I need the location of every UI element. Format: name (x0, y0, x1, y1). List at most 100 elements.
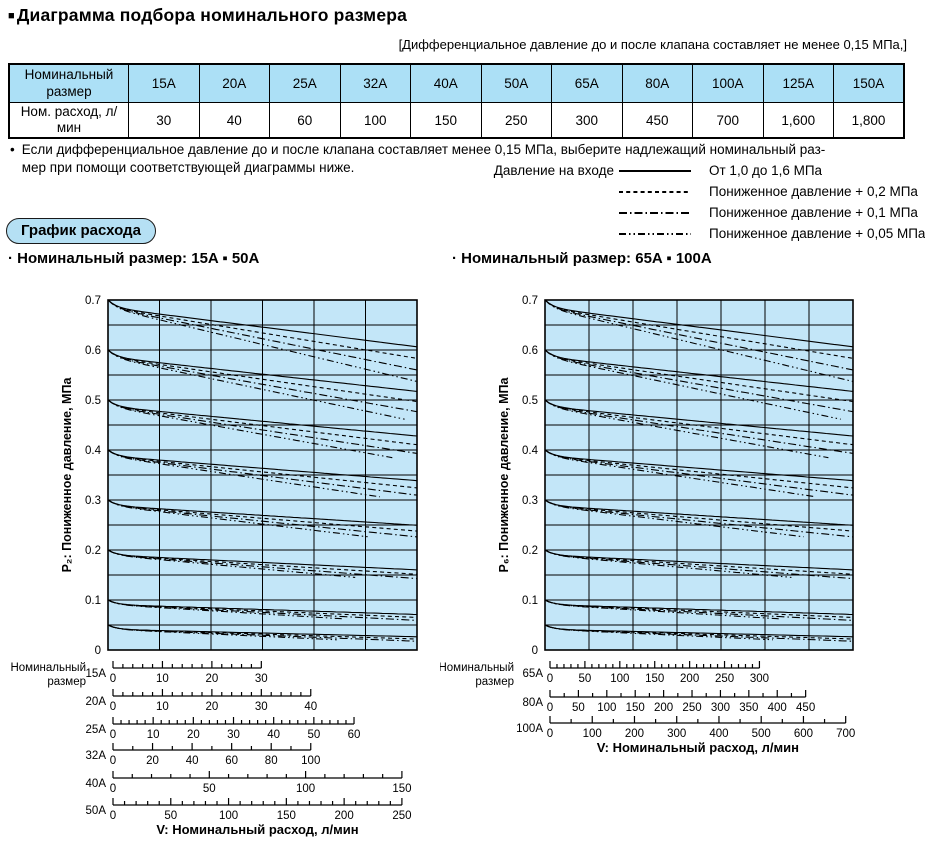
curve-dashed-p0.4 (107, 449, 418, 489)
svg-text:0: 0 (110, 810, 116, 822)
flow-value-cell: 300 (551, 102, 623, 139)
bullet-note-text: Если дифференциальное давление до и посл… (22, 141, 826, 177)
curve-dashdotdot-p0.3 (544, 499, 804, 538)
curve-solid-p0.4 (107, 449, 418, 482)
flow-value-cell: 1,600 (762, 102, 834, 139)
x-axis-label: V: Номинальный расход, л/мин (597, 740, 799, 755)
flow-value-cell: 1,800 (833, 102, 905, 139)
sizes-axis-label: Номинальный (10, 662, 86, 674)
scale-size-label: 50A (86, 805, 107, 817)
svg-text:100: 100 (219, 810, 238, 822)
svg-text:250: 250 (392, 810, 411, 822)
size-header-cell: 15A (128, 63, 200, 103)
svg-text:0: 0 (110, 673, 116, 685)
x-axis-label: V: Номинальный расход, л/мин (156, 822, 358, 837)
svg-text:0: 0 (95, 645, 101, 657)
svg-text:100: 100 (610, 673, 629, 685)
svg-text:50: 50 (307, 729, 320, 741)
curve-solid-p0.6 (544, 349, 854, 392)
curve-dashdotdot-p0.5 (107, 399, 393, 459)
bullet-note-line: мер при помощи соответствующей диаграммы… (21, 160, 355, 175)
title-square-icon: ■ (8, 10, 15, 22)
curve-dashdot-p0.4 (107, 449, 418, 496)
curve-solid-p0.3 (544, 499, 854, 526)
svg-text:400: 400 (709, 728, 728, 740)
curve-solid-p0.3 (107, 499, 418, 526)
svg-text:50: 50 (203, 783, 216, 795)
curve-dashed-p0.2 (107, 549, 418, 575)
svg-text:40: 40 (186, 755, 199, 767)
curve-dashdotdot-p0.6 (544, 349, 841, 420)
curve-dashdot-p0.2 (544, 549, 854, 580)
legend-label: Пониженное давление + 0,1 МПа (709, 205, 918, 220)
svg-text:0.5: 0.5 (85, 395, 101, 407)
svg-text:0: 0 (110, 783, 116, 795)
grid (544, 299, 854, 651)
svg-text:80: 80 (265, 755, 278, 767)
curve-dashdotdot-p0.2 (107, 549, 356, 578)
flow-value-cell: 30 (128, 102, 200, 139)
svg-text:200: 200 (625, 728, 644, 740)
svg-text:100: 100 (296, 783, 315, 795)
size-header-cell: 125A (762, 63, 834, 103)
scale-size-label: 25A (86, 724, 107, 736)
curve-dashdotdot-p0.3 (107, 499, 368, 538)
flow-value-cell: 250 (480, 102, 552, 139)
svg-text:10: 10 (156, 701, 169, 713)
svg-text:30: 30 (255, 673, 268, 685)
curve-dashed-p0.3 (544, 499, 854, 532)
curve-dashdot-p0.7 (107, 299, 418, 371)
sizes-axis-label: размер (475, 676, 514, 688)
scale-size-label: 40A (86, 778, 107, 790)
curve-dashdotdot-p0.6 (107, 349, 405, 420)
y-axis: 0.7 0.6 0.5 0.4 0.3 0.2 0.1 0 P₂: Пониженное дав… (60, 295, 102, 657)
svg-text:20: 20 (205, 701, 218, 713)
legend-line-sample-dashed (618, 181, 700, 202)
curve-solid-p0.2 (107, 549, 418, 571)
curves (544, 299, 854, 642)
table-row-label: Ном. расход, л/мин (8, 102, 129, 139)
svg-text:30: 30 (255, 701, 268, 713)
curves (107, 299, 418, 642)
curve-solid-p0.5 (107, 399, 418, 437)
curve-dashdot-p0.2 (107, 549, 418, 580)
curve-dashdotdot-p0.7 (107, 299, 418, 383)
curve-dashed-p0.2 (544, 549, 854, 575)
curve-dashdot-p0.3 (544, 499, 854, 538)
page-title: ■ Диаграмма подбора номинального размера (8, 5, 407, 26)
svg-text:20: 20 (205, 673, 218, 685)
svg-text:450: 450 (796, 702, 815, 714)
curve-dashdot-p0.6 (107, 349, 418, 413)
svg-text:0: 0 (532, 645, 538, 657)
svg-text:150: 150 (392, 783, 411, 795)
curve-solid-p0.4 (544, 449, 854, 482)
svg-text:40: 40 (267, 729, 280, 741)
curve-dashdot-p0.5 (544, 399, 854, 454)
svg-text:0: 0 (547, 728, 553, 740)
differential-pressure-note: [Дифференциальное давление до и после кл… (398, 37, 907, 52)
svg-text:0: 0 (110, 729, 116, 741)
curve-dashdot-p0.6 (544, 349, 854, 413)
svg-text:0.7: 0.7 (522, 295, 538, 307)
curve-dashdotdot-p0.4 (107, 449, 380, 498)
svg-text:0.6: 0.6 (85, 345, 101, 357)
legend-label: Пониженное давление + 0,05 МПа (709, 226, 925, 241)
curve-solid-p0.7 (107, 299, 418, 348)
curve-dashdotdot-p0.1 (544, 599, 780, 620)
svg-text:50: 50 (572, 702, 585, 714)
chart-title-65a-100a: · Номинальный размер: 65A ▪ 100A (452, 250, 712, 267)
svg-text:50: 50 (164, 810, 177, 822)
chart-title-15a-50a: · Номинальный размер: 15A ▪ 50A (8, 250, 260, 267)
legend-line-sample-solid (618, 160, 700, 181)
curve-dashed-p0.6 (544, 349, 854, 403)
scale-size-label: 100A (516, 723, 543, 735)
y-axis-label: P₆: Пониженное давление, МПа (497, 376, 511, 572)
size-header-cell: 25A (269, 63, 341, 103)
svg-text:100: 100 (597, 702, 616, 714)
svg-text:0.4: 0.4 (522, 445, 539, 457)
legend-title: Давление на входе (493, 163, 614, 178)
svg-text:0.3: 0.3 (522, 495, 538, 507)
size-header-cell: 65A (551, 63, 623, 103)
